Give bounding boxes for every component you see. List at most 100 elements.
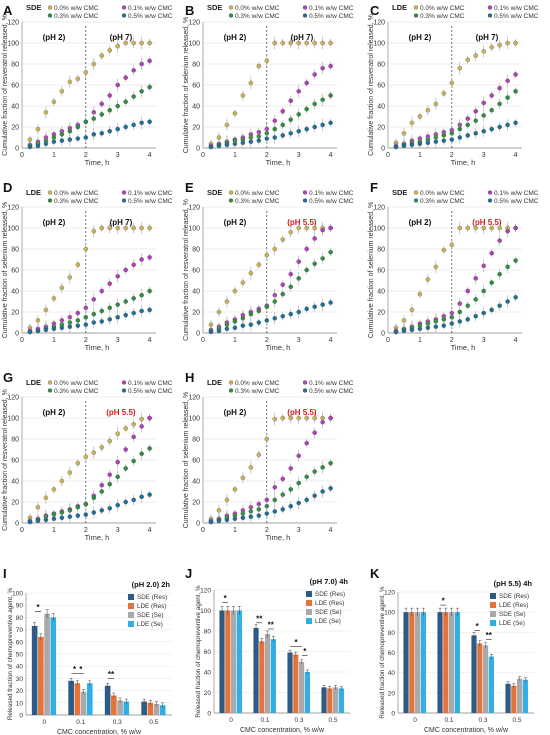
data-point [208, 144, 214, 150]
data-point [131, 497, 136, 503]
data-point [147, 84, 152, 90]
y-tick-label: 60 [192, 83, 200, 90]
bar [141, 701, 147, 715]
legend-entry: 0.0% w/w CMC [235, 190, 280, 197]
bar [44, 613, 50, 715]
data-point [83, 501, 89, 507]
y-tick-label: 80 [388, 630, 396, 637]
data-point [328, 300, 333, 305]
y-tick-label: 80 [11, 62, 19, 69]
data-point [83, 305, 89, 311]
x-tick-label: 4 [148, 152, 152, 159]
data-point [272, 509, 278, 514]
y-tick-label: 120 [7, 20, 19, 27]
x-tick-label: 0 [20, 152, 24, 159]
y-tick-label: 100 [188, 41, 200, 48]
data-point [457, 301, 463, 306]
data-point [256, 320, 262, 325]
y-tick-label: 80 [16, 615, 24, 622]
data-point [256, 308, 262, 314]
data-point [91, 132, 97, 137]
data-point [312, 415, 317, 421]
y-tick-label: 100 [200, 608, 211, 615]
bar [517, 678, 523, 713]
legend-entry: 0.3% w/w CMC [235, 198, 280, 205]
y-axis-label: Cumulative fraction of selenium released… [368, 202, 375, 339]
data-point [280, 492, 286, 497]
data-point [232, 487, 238, 492]
panel-h: H 0 20 40 60 80 100 120 0 1 2 3 4 Time, h Cumulative f… [183, 370, 354, 542]
y-tick-label: 120 [373, 205, 385, 212]
data-point [35, 143, 41, 149]
carrier-label: LDE [207, 378, 222, 387]
x-tick-label: 2 [84, 152, 88, 159]
legend-marker [302, 198, 308, 203]
data-point [75, 323, 81, 328]
data-point [393, 144, 399, 150]
significance-mark: ** [486, 631, 493, 640]
data-point [481, 310, 486, 316]
legend-entry: LDE (Res) [137, 603, 166, 610]
data-point [99, 482, 105, 488]
legend-entry: LDE (Res) [315, 600, 344, 607]
significance-mark: ** [256, 614, 263, 623]
data-point [67, 514, 73, 519]
panel-b: B 0 20 40 60 80 100 120 0 1 2 3 4 Time, h Cumulative f… [183, 3, 354, 167]
data-point [99, 445, 105, 450]
data-point [465, 57, 471, 63]
legend-entry: 0.1% w/w CMC [128, 5, 173, 12]
bar [437, 612, 443, 713]
data-point [465, 288, 471, 294]
data-point [513, 258, 518, 263]
data-point [296, 480, 301, 486]
x-tick-label: 0.5 [328, 717, 337, 724]
legend-marker [302, 388, 308, 393]
data-point [513, 40, 518, 46]
data-point [115, 225, 120, 231]
data-point [35, 328, 41, 334]
data-point [131, 310, 136, 316]
y-tick-label: 100 [188, 416, 200, 423]
bar [415, 612, 421, 713]
data-point [280, 507, 286, 512]
data-point [91, 510, 97, 515]
data-point [304, 497, 309, 503]
data-point [288, 503, 293, 509]
legend-entry: 0.5% w/w CMC [494, 198, 539, 205]
data-point [465, 225, 471, 231]
y-tick-label: 80 [204, 629, 212, 636]
data-point [91, 311, 97, 317]
bar [86, 683, 93, 715]
y-tick-label: 20 [204, 690, 212, 697]
data-point [139, 451, 144, 456]
data-point [328, 249, 333, 255]
data-point [139, 424, 144, 429]
phase-label-right: (pH 7) [291, 33, 314, 42]
data-point [232, 319, 238, 324]
x-tick-label: 0.3 [113, 719, 122, 726]
data-point [67, 128, 73, 134]
legend-entry: 0.0% w/w CMC [235, 380, 280, 387]
bar [287, 652, 293, 713]
x-tick-label: 4 [514, 337, 518, 344]
legend-marker [413, 5, 419, 10]
bar [471, 635, 477, 713]
legend-entry: 0.1% w/w CMC [309, 5, 354, 12]
data-point [489, 44, 494, 50]
data-point [280, 122, 286, 128]
data-point [441, 91, 447, 96]
data-point [131, 68, 136, 73]
data-point [457, 225, 463, 231]
y-tick-label: 100 [373, 41, 385, 48]
data-point [505, 299, 510, 304]
data-point [115, 103, 120, 109]
x-tick-label: 0 [201, 152, 205, 159]
data-point [147, 307, 152, 313]
y-tick-label: 40 [192, 104, 200, 111]
legend-marker [302, 5, 308, 10]
data-point [505, 40, 510, 46]
x-tick-label: 4 [148, 527, 152, 534]
significance-mark: ** [268, 620, 275, 629]
x-tick-label: 0 [20, 337, 24, 344]
bar [147, 702, 154, 715]
